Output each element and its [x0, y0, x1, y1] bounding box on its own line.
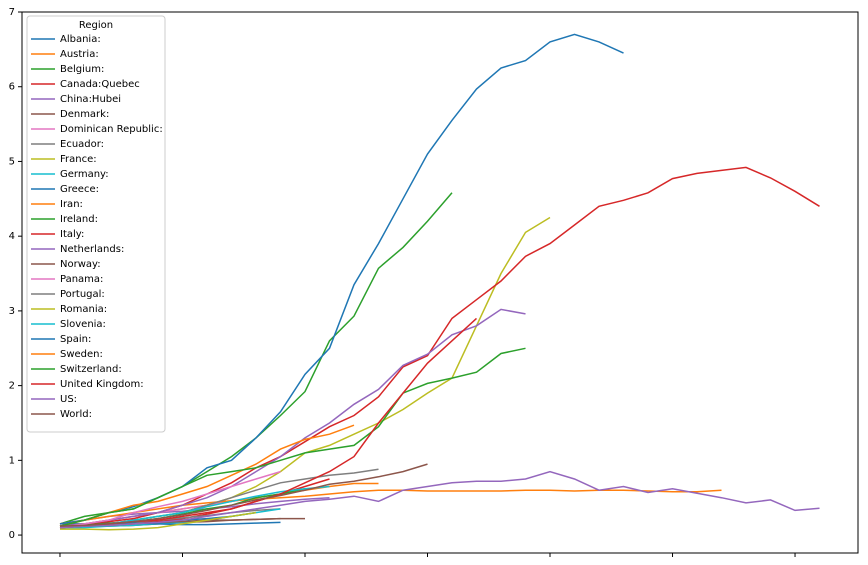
series-line: [59, 487, 306, 527]
legend-label: Romania:: [60, 304, 107, 315]
series-line: [59, 489, 722, 525]
legend-label: Dominican Republic:: [60, 124, 163, 135]
legend-label: Norway:: [60, 259, 101, 270]
legend-title: Region: [79, 20, 113, 31]
y-tick-label: 2: [9, 381, 15, 392]
legend-label: Italy:: [60, 229, 84, 240]
legend-label: Canada:Quebec: [60, 79, 140, 90]
legend-label: United Kingdom:: [60, 379, 144, 390]
legend-label: World:: [60, 409, 92, 420]
legend-label: Iran:: [60, 199, 83, 210]
legend-label: Ecuador:: [60, 139, 104, 150]
legend-label: France:: [60, 154, 97, 165]
legend-label: Switzerland:: [60, 364, 122, 375]
legend-label: US:: [60, 394, 77, 405]
y-tick-label: 0: [9, 530, 15, 541]
legend-label: Netherlands:: [60, 244, 124, 255]
legend-label: Denmark:: [60, 109, 109, 120]
y-tick-label: 4: [9, 231, 15, 242]
series-line: [60, 511, 257, 531]
y-tick-label: 3: [9, 306, 15, 317]
legend-label: Ireland:: [60, 214, 98, 225]
legend-label: Panama:: [60, 274, 103, 285]
legend-label: Austria:: [60, 49, 99, 60]
y-tick-label: 5: [9, 156, 15, 167]
legend-label: Spain:: [60, 334, 91, 345]
legend-label: Belgium:: [60, 64, 104, 75]
legend-label: Sweden:: [60, 349, 103, 360]
series-line: [59, 463, 428, 527]
legend-label: Greece:: [60, 184, 99, 195]
y-tick-label: 1: [9, 455, 15, 466]
legend-label: Albania:: [60, 34, 101, 45]
series-line: [59, 470, 281, 529]
series-line: [59, 470, 820, 529]
y-tick-label: 6: [9, 82, 15, 93]
legend-label: Slovenia:: [60, 319, 106, 330]
series-line: [59, 347, 526, 527]
legend-label: China:Hubei: [60, 94, 121, 105]
legend-label: Portugal:: [60, 289, 105, 300]
legend-box: [26, 15, 166, 433]
series-line: [59, 308, 526, 527]
legend-label: Germany:: [60, 169, 109, 180]
y-tick-label: 7: [9, 7, 15, 18]
